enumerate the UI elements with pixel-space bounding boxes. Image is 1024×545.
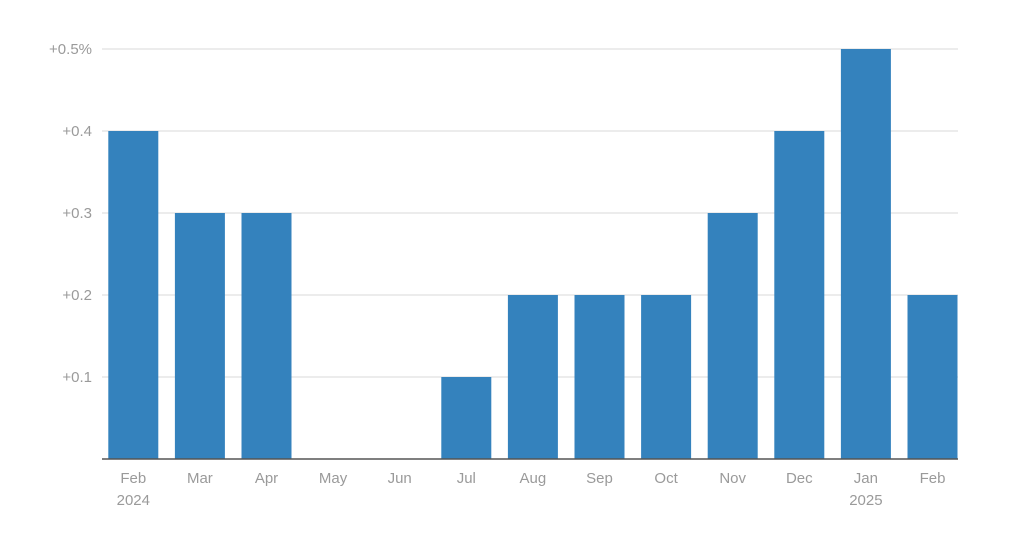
x-tick-label-month: Jul xyxy=(457,470,476,487)
x-tick-label-year: 2025 xyxy=(849,492,882,509)
x-axis-ticks: Feb 2024 Mar Apr May Jun Jul Aug Sep Oct Nov Dec Jan… xyxy=(117,470,946,509)
bar xyxy=(707,213,758,459)
y-axis-ticks: +0.1 +0.2 +0.3 +0.4 +0.5% xyxy=(49,41,92,386)
bar xyxy=(241,213,292,459)
x-tick-label-month: Feb xyxy=(120,470,146,487)
bar xyxy=(774,131,825,459)
x-tick-label-month: Dec xyxy=(786,470,813,487)
x-tick-label-month: Jun xyxy=(388,470,412,487)
bar xyxy=(907,295,958,459)
bar xyxy=(108,131,159,459)
bars xyxy=(108,49,958,459)
x-tick-label-month: Aug xyxy=(520,470,547,487)
bar xyxy=(507,295,558,459)
x-tick-label-year: 2024 xyxy=(117,492,150,509)
x-tick-label-month: Sep xyxy=(586,470,613,487)
y-tick-label: +0.1 xyxy=(62,369,92,386)
x-tick-label-month: Nov xyxy=(719,470,746,487)
bar xyxy=(174,213,225,459)
x-tick-label-month: Oct xyxy=(654,470,678,487)
y-tick-label: +0.3 xyxy=(62,205,92,222)
bar xyxy=(574,295,625,459)
y-tick-label: +0.4 xyxy=(62,123,92,140)
y-tick-label: +0.2 xyxy=(62,287,92,304)
y-tick-label: +0.5% xyxy=(49,41,92,58)
x-tick-label-month: Apr xyxy=(255,470,278,487)
x-tick-label-month: Feb xyxy=(920,470,946,487)
x-tick-label-month: Jan xyxy=(854,470,878,487)
x-tick-label-month: Mar xyxy=(187,470,213,487)
bar xyxy=(840,49,891,459)
x-tick-label-month: May xyxy=(319,470,348,487)
bar xyxy=(441,377,492,459)
bar xyxy=(641,295,692,459)
